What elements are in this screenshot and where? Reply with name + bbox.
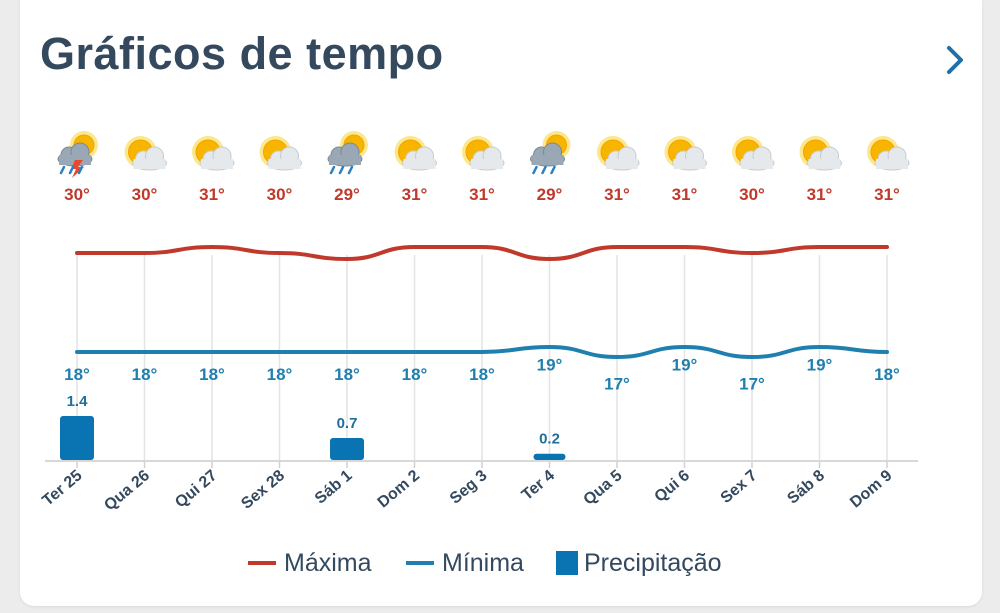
partly-cloudy-icon: [259, 136, 302, 171]
x-tick-label: Sáb 1: [312, 467, 356, 508]
cloud-fill: [268, 159, 301, 169]
min-temp-label: 18°: [874, 365, 900, 384]
min-temp-label: 17°: [739, 375, 765, 394]
x-tick-label: Sáb 8: [784, 467, 828, 508]
cloud-fill: [403, 159, 436, 169]
precip-value-label: 0.7: [337, 415, 358, 432]
cloud-fill: [808, 159, 841, 169]
min-temp-label: 18°: [64, 365, 90, 384]
legend-precip-swatch: [556, 551, 578, 575]
thunderstorm-sun-icon: [57, 131, 98, 178]
max-temp-label: 30°: [267, 185, 293, 204]
partly-cloudy-icon: [124, 136, 167, 171]
legend-item-min: Mínima: [406, 545, 524, 581]
max-temp-label: 30°: [739, 185, 765, 204]
precip-value-label: 1.4: [67, 393, 89, 410]
weather-chart: 30° 30° 31° 30° 29° 31° 31° 29° 31° 31° 30° 31° 31° 1…: [39, 131, 918, 514]
rain-drop: [68, 165, 75, 175]
x-tick-label: Ter 4: [519, 467, 558, 504]
max-temp-label: 31°: [807, 185, 833, 204]
partly-cloudy-icon: [867, 136, 910, 171]
partly-cloudy-icon: [732, 136, 775, 171]
precip-bar: [60, 416, 94, 460]
rain-drop: [347, 165, 354, 175]
partly-cloudy-icon: [462, 136, 505, 171]
rain-drop: [77, 165, 84, 175]
x-tick-label: Qua 5: [581, 467, 626, 509]
cloud-fill: [531, 155, 564, 165]
max-temp-label: 30°: [64, 185, 90, 204]
x-tick-label: Ter 25: [39, 467, 85, 510]
max-temp-label: 31°: [604, 185, 630, 204]
partly-cloudy-icon: [664, 136, 707, 171]
cloud-fill: [876, 159, 908, 169]
rain-drop: [329, 165, 336, 175]
min-temp-label: 17°: [604, 375, 630, 394]
min-temp-label: 18°: [199, 365, 225, 384]
max-temp-label: 30°: [132, 185, 158, 204]
partly-cloudy-icon: [192, 136, 235, 171]
legend-max-swatch: [248, 561, 276, 565]
rain-drop: [541, 165, 547, 175]
x-tick-label: Dom 9: [847, 467, 895, 512]
precip-bar: [330, 438, 364, 460]
min-temp-line: [75, 344, 889, 360]
rain-drop: [532, 165, 538, 175]
cloud-fill: [201, 159, 233, 169]
max-temp-line: [75, 244, 889, 262]
cloud-fill: [606, 159, 638, 169]
rain-drop: [550, 165, 556, 175]
min-temp-label: 18°: [132, 365, 158, 384]
max-temp-label: 31°: [199, 185, 225, 204]
chart-legend: Máxima Mínima Precipitação: [0, 545, 1000, 581]
rain-sun-icon: [530, 131, 571, 175]
rain-drop: [338, 165, 345, 175]
max-temp-label: 29°: [334, 185, 360, 204]
min-temp-label: 19°: [672, 356, 698, 375]
rain-drop: [59, 165, 66, 175]
partly-cloudy-icon: [597, 136, 640, 171]
legend-min-label: Mínima: [442, 548, 524, 577]
x-tick-label: Sex 28: [238, 467, 288, 513]
min-temp-label: 18°: [469, 365, 495, 384]
min-temp-label: 18°: [267, 365, 293, 384]
x-tick-label: Qua 26: [101, 467, 153, 514]
legend-precip-label: Precipitação: [584, 548, 722, 577]
max-temp-label: 29°: [537, 185, 563, 204]
x-tick-label: Seg 3: [447, 467, 491, 508]
page-title: Gráficos de tempo: [40, 28, 444, 79]
x-tick-label: Qui 27: [172, 467, 220, 512]
precip-bar: [533, 453, 566, 460]
partly-cloudy-icon: [394, 136, 437, 171]
cloud-fill: [673, 159, 706, 169]
max-temp-label: 31°: [402, 185, 428, 204]
precip-value-label: 0.2: [539, 431, 560, 448]
rain-sun-icon: [327, 131, 368, 175]
min-temp-label: 18°: [402, 365, 428, 384]
x-tick-label: Dom 2: [375, 467, 423, 512]
lightning-bolt: [71, 160, 84, 178]
weather-chart-card: [20, 0, 982, 606]
min-temp-label: 19°: [807, 356, 833, 375]
min-temp-label: 19°: [537, 356, 563, 375]
max-temp-label: 31°: [469, 185, 495, 204]
x-tick-label: Qui 6: [651, 467, 693, 506]
max-temp-label: 31°: [874, 185, 900, 204]
legend-item-precip: Precipitação: [556, 545, 722, 581]
cloud-fill: [471, 159, 503, 169]
chevron-right-icon[interactable]: [940, 42, 970, 78]
min-temp-label: 18°: [334, 365, 360, 384]
legend-max-label: Máxima: [284, 548, 372, 577]
partly-cloudy-icon: [799, 136, 842, 171]
cloud-fill: [133, 159, 166, 169]
legend-min-swatch: [406, 561, 434, 565]
max-temp-label: 31°: [672, 185, 698, 204]
cloud-fill: [329, 155, 361, 165]
cloud-fill: [741, 159, 773, 169]
legend-item-max: Máxima: [248, 545, 372, 581]
x-tick-label: Sex 7: [718, 467, 761, 507]
